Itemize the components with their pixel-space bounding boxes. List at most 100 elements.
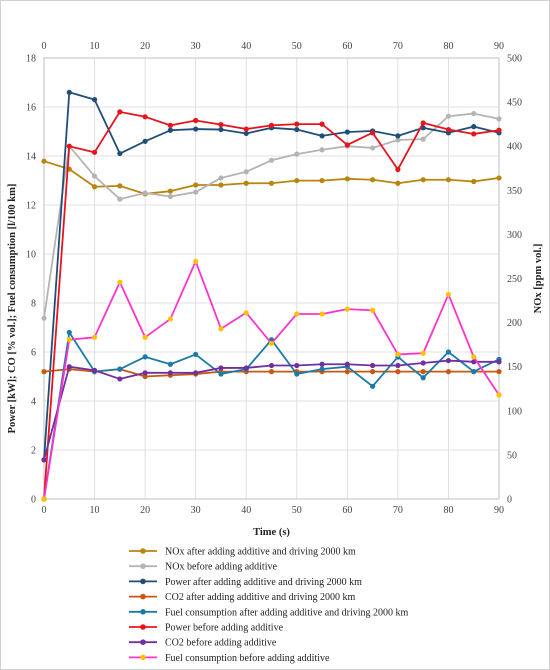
x-tick-label-top: 0: [42, 41, 47, 52]
series-7-point: [294, 362, 300, 369]
series-8-point: [66, 337, 72, 343]
series-7-point: [471, 359, 477, 365]
x-tick-label-bottom: 10: [90, 505, 100, 516]
series-2-point: [420, 136, 426, 142]
legend-label-2: NOx before adding additive: [165, 562, 277, 573]
series-8-point: [395, 351, 401, 358]
series-7-point: [66, 364, 72, 370]
x-tick-label-bottom: 70: [393, 505, 403, 516]
series-1-point: [319, 177, 325, 184]
x-tick-label-bottom: 30: [191, 505, 201, 516]
series-3-point: [294, 126, 300, 133]
x-tick-label-top: 50: [292, 41, 302, 52]
series-line-8: [43, 260, 500, 500]
x-tick-label-bottom: 80: [443, 505, 453, 516]
series-5-point: [66, 329, 72, 335]
x-axis-title: Time (s): [253, 527, 290, 538]
y-left-tick-label: 4: [31, 397, 36, 408]
series-2-point: [243, 169, 249, 175]
legend-marker-5: [140, 609, 146, 615]
series-5-point: [420, 375, 426, 381]
legend-marker-1: [140, 548, 146, 554]
series-5-point: [370, 383, 376, 389]
series-3-point: [218, 126, 224, 133]
series-4-point: [344, 369, 350, 375]
series-8-point: [243, 310, 249, 316]
series-1-point: [445, 177, 452, 183]
x-tick-label-top: 10: [90, 41, 100, 52]
series-3-point: [142, 138, 148, 144]
series-5-point: [117, 366, 123, 372]
series-6-point: [268, 122, 275, 128]
series-1-point: [420, 177, 426, 183]
series-8-point: [218, 326, 224, 332]
series-1-point: [395, 180, 401, 186]
y-right-tick-label: 450: [507, 98, 522, 109]
series-5-point: [218, 371, 224, 377]
series-6-point: [243, 126, 249, 132]
series-6-point: [496, 127, 502, 133]
y-left-tick-label: 12: [26, 201, 36, 212]
series-5-point: [167, 361, 173, 367]
series-5-point: [445, 349, 452, 355]
series-7-point: [445, 357, 452, 364]
series-7-point: [319, 361, 325, 367]
legend-label-8: Fuel consumption before adding additive: [165, 653, 330, 664]
series-5-point: [142, 354, 148, 360]
series-6-point: [142, 114, 148, 120]
series-5-point: [471, 369, 477, 375]
y-right-tick-label: 0: [507, 495, 512, 506]
series-6-point: [294, 121, 300, 127]
series-3-point: [243, 130, 249, 137]
series-3-point: [395, 133, 401, 139]
legend-marker-7: [140, 639, 146, 645]
series-2-point: [41, 315, 47, 321]
series-4-point: [268, 369, 275, 375]
series-2-point: [319, 147, 325, 153]
series-2-point: [395, 137, 401, 143]
x-tick-label-top: 60: [342, 41, 352, 52]
series-7-point: [117, 376, 123, 382]
series-5-point: [319, 366, 325, 372]
series-7-point: [496, 359, 502, 365]
y-left-tick-label: 0: [31, 495, 36, 506]
series-6-point: [117, 109, 123, 115]
series-1-point: [370, 177, 376, 183]
series-8-point: [142, 334, 148, 340]
series-7-point: [243, 365, 249, 371]
series-2-point: [445, 113, 452, 119]
series-3-point: [319, 133, 325, 139]
series-8-point: [41, 496, 47, 502]
y-right-tick-label: 300: [507, 230, 522, 241]
series-8-point: [193, 258, 199, 264]
x-tick-label-bottom: 20: [140, 505, 150, 516]
legend-marker-2: [140, 563, 146, 569]
series-1-point: [167, 188, 173, 194]
series-2-point: [91, 173, 98, 179]
series-5-point: [294, 371, 300, 377]
series-7-point: [370, 362, 376, 369]
series-2-point: [193, 189, 199, 195]
series-1-point: [344, 176, 350, 182]
series-4-point: [420, 369, 426, 375]
y-right-tick-label: 250: [507, 274, 522, 285]
series-2-point: [471, 110, 477, 117]
y-right-tick-label: 200: [507, 318, 522, 329]
series-6-point: [66, 143, 72, 149]
y-left-tick-label: 18: [26, 54, 36, 65]
series-2-point: [142, 190, 148, 196]
series-1-point: [218, 182, 224, 188]
y-right-tick-label: 50: [507, 450, 517, 461]
series-6-point: [445, 126, 452, 133]
series-3-point: [66, 89, 72, 95]
x-tick-label-bottom: 90: [494, 505, 504, 516]
series-7-point: [167, 370, 173, 376]
legend-label-6: Power before adding additive: [165, 623, 284, 634]
series-4-point: [496, 369, 502, 375]
series-line-1: [43, 160, 500, 195]
series-7-point: [218, 365, 224, 371]
series-1-point: [294, 177, 300, 184]
series-2-point: [294, 151, 300, 157]
series-line-6: [43, 111, 500, 500]
